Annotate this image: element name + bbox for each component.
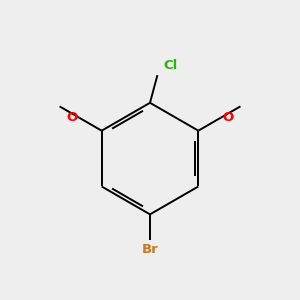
Text: O: O — [67, 111, 78, 124]
Text: O: O — [222, 111, 233, 124]
Text: Br: Br — [142, 243, 158, 256]
Text: Cl: Cl — [163, 59, 177, 72]
